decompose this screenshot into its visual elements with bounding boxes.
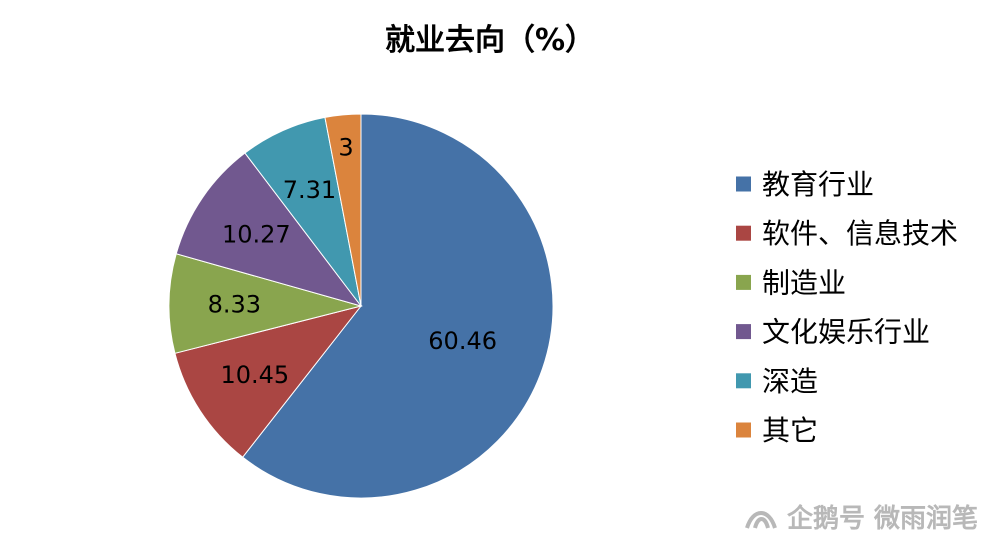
slice-label-other: 3 (338, 133, 353, 161)
legend-label-culture-entertainment: 文化娱乐行业 (762, 316, 930, 349)
legend-label-further-study: 深造 (762, 365, 818, 398)
pie-slice-manufacturing (168, 253, 363, 354)
slice-labels: 60.46 10.45 8.33 10.27 7.313 (208, 133, 497, 389)
pie-slice-other (324, 113, 362, 307)
penguin-logo-icon (743, 502, 779, 532)
slice-label-education: 60.46 (428, 327, 497, 355)
legend-swatch-other (736, 422, 751, 438)
legend-label-other: 其它 (762, 414, 818, 447)
pie-slice-software-it (174, 305, 363, 458)
legend-swatch-education (736, 176, 751, 192)
chart-title: 就业去向（%） (385, 23, 595, 58)
pie-slice-education (241, 113, 554, 499)
watermark: 企鹅号 微雨润笔 (743, 498, 978, 535)
slice-label-further-study: 7.31 (283, 176, 336, 204)
legend-swatch-culture-entertainment (736, 324, 751, 340)
slice-label-software-it: 10.45 (220, 361, 289, 389)
slice-label-culture-entertainment: 10.27 (222, 221, 291, 249)
legend-swatch-software-it (736, 225, 751, 241)
legend-label-education: 教育行业 (762, 168, 874, 201)
legend-label-software-it: 软件、信息技术 (762, 217, 958, 250)
pie-slice-culture-entertainment (175, 152, 363, 307)
legend-swatch-further-study (736, 373, 751, 389)
legend-label-manufacturing: 制造业 (762, 266, 846, 299)
watermark-text: 企鹅号 微雨润笔 (786, 504, 978, 534)
pie (168, 113, 554, 499)
legend-swatch-manufacturing (736, 274, 751, 290)
slice-label-manufacturing: 8.33 (208, 290, 261, 318)
